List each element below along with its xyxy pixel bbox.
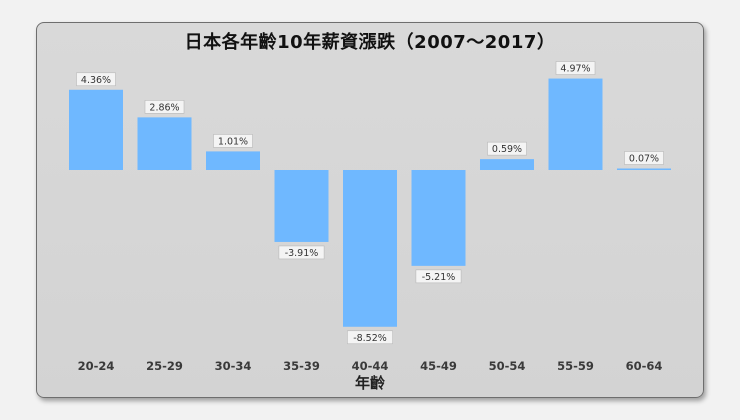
data-label-50-54: 0.59% — [487, 141, 527, 156]
bar-20-24 — [69, 89, 123, 170]
data-label-text: 4.36% — [81, 75, 111, 86]
x-axis-label: 年齡 — [354, 374, 385, 392]
x-tick-30-34: 30-34 — [215, 359, 252, 373]
x-tick-25-29: 25-29 — [146, 359, 183, 373]
bar-35-39 — [274, 170, 329, 242]
bar-50-54 — [480, 159, 534, 170]
x-tick-60-64: 60-64 — [626, 359, 663, 373]
data-label-35-39: -3.91% — [278, 245, 325, 260]
bar-55-59 — [548, 78, 603, 170]
data-label-text: -3.91% — [285, 248, 319, 259]
x-tick-20-24: 20-24 — [78, 359, 115, 373]
data-label-60-64: 0.07% — [624, 151, 664, 165]
data-label-text: 1.01% — [218, 136, 248, 147]
data-label-text: 4.97% — [560, 64, 590, 75]
data-label-text: -8.52% — [353, 333, 387, 344]
bar-45-49 — [411, 170, 466, 266]
data-label-25-29: 2.86% — [144, 100, 185, 114]
data-label-text: 0.59% — [492, 144, 522, 155]
x-tick-40-44: 40-44 — [352, 359, 389, 373]
data-label-text: -5.21% — [422, 272, 456, 283]
data-label-text: 0.07% — [629, 154, 659, 165]
data-label-45-49: -5.21% — [415, 269, 462, 284]
chart-title: 日本各年齡10年薪資漲跌（2007～2017） — [184, 32, 556, 53]
x-tick-55-59: 55-59 — [557, 359, 594, 373]
x-tick-35-39: 35-39 — [283, 359, 320, 373]
bar-25-29 — [137, 117, 192, 170]
data-label-55-59: 4.97% — [555, 61, 596, 75]
data-label-40-44: -8.52% — [347, 330, 393, 345]
bar-40-44 — [343, 170, 397, 327]
x-tick-45-49: 45-49 — [420, 359, 457, 373]
bar-60-64 — [617, 168, 671, 170]
bar-30-34 — [206, 151, 260, 170]
data-label-30-34: 1.01% — [213, 134, 253, 148]
data-label-20-24: 4.36% — [76, 72, 116, 87]
x-tick-50-54: 50-54 — [489, 359, 526, 373]
data-label-text: 2.86% — [149, 102, 179, 113]
